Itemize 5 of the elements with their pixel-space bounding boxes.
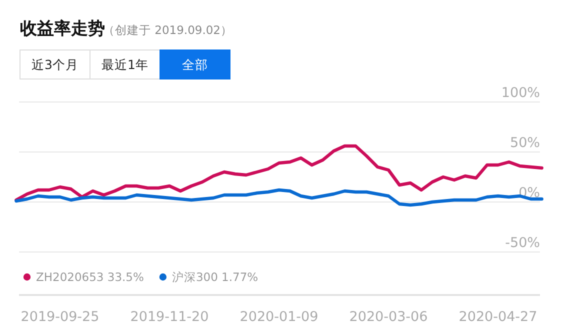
subtitle: （创建于 2019.09.02） [103, 23, 232, 37]
title: 收益率走势 [20, 19, 105, 39]
annotation: 全部 [160, 50, 230, 80]
annotation: 近3个月 [20, 50, 90, 80]
annotation: 最近1年 [90, 50, 160, 80]
